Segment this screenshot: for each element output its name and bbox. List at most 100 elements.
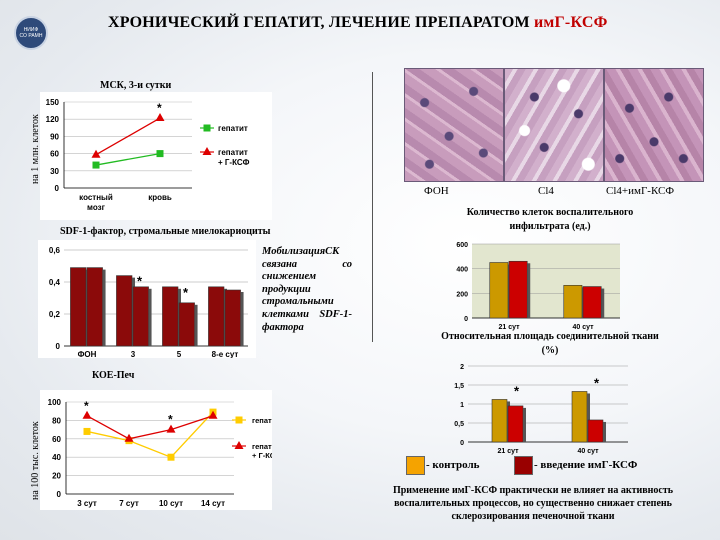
- bar: [178, 302, 195, 347]
- x-tick-label: 10 сут: [159, 499, 183, 508]
- photo-label-treated: Cl4+имГ-КСФ: [606, 185, 675, 197]
- bar-shadow: [527, 263, 531, 318]
- bar: [132, 286, 149, 347]
- x-tick-label: 3 сут: [77, 499, 97, 508]
- bar: [563, 285, 583, 319]
- y-tick-label: 80: [52, 416, 61, 425]
- bar: [70, 267, 87, 347]
- koe-plot: 0 20 40 60 80 100 3 сут 7 сут 10 сут 14 сут * * гепа…: [48, 398, 272, 508]
- infiltrate-chart: 0 200 400 600 21 сут 40 сут: [456, 242, 620, 331]
- y-tick-label: 120: [46, 115, 60, 124]
- bar: [507, 405, 524, 443]
- data-point: [155, 113, 165, 122]
- legend-label: + Г-КСФ: [218, 158, 250, 167]
- legend-marker: [234, 441, 244, 449]
- significance-marker: *: [137, 274, 143, 289]
- y-tick-label: 20: [52, 472, 61, 481]
- data-point: [91, 149, 101, 158]
- institute-logo: НИИФ СО РАМН: [14, 16, 48, 50]
- y-tick-label: 400: [456, 267, 468, 274]
- legend-label: + Г-КСФ: [252, 451, 272, 460]
- bar: [491, 399, 508, 443]
- mobilization-note: МобилизацияСК связана со снижением проду…: [262, 246, 352, 333]
- conclusion-text: Применение имГ-КСФ практически не влияет…: [392, 485, 674, 522]
- bar-shadow: [148, 288, 152, 346]
- data-point: [166, 424, 176, 433]
- data-point: [83, 427, 91, 435]
- bar-shadow: [601, 288, 605, 318]
- bar-shadow: [240, 292, 244, 346]
- column-divider: [372, 72, 373, 342]
- sdf-chart-title: SDF-1-фактор, стромальные миелокариоциты: [60, 226, 271, 237]
- significance-marker: *: [84, 399, 89, 413]
- y-tick-label: 0: [56, 342, 61, 351]
- legend-label: гепатит: [218, 148, 248, 157]
- x-tick-label: 40 сут: [577, 448, 599, 455]
- photo-label-cl4: Cl4: [538, 185, 554, 197]
- connective-chart-title: Относительная площадь соединительной тка…: [441, 331, 659, 356]
- significance-marker: *: [183, 285, 189, 300]
- bar: [587, 419, 604, 443]
- significance-marker: *: [168, 413, 173, 427]
- x-tick-label: 7 сут: [119, 499, 139, 508]
- bar: [208, 286, 225, 347]
- bar: [86, 267, 103, 347]
- x-tick-label: ФОН: [78, 350, 97, 358]
- connective-chart: 0 0,5 1 1,5 2 21 сут 40 сут * *: [454, 364, 628, 455]
- y-tick-label: 60: [50, 150, 59, 159]
- y-tick-label: 60: [52, 435, 61, 444]
- connective-plot: 0 0,5 1 1,5 2 21 сут 40 сут * *: [454, 364, 628, 455]
- title-drug: имГ-КСФ: [534, 14, 608, 31]
- y-tick-label: 0: [464, 316, 468, 323]
- x-tick-label: кровь: [148, 193, 172, 202]
- photo-label-background: ФОН: [424, 185, 449, 197]
- bar: [116, 275, 133, 347]
- y-tick-label: 2: [460, 364, 464, 371]
- x-tick-label: 21 сут: [498, 324, 520, 331]
- y-tick-label: 1,5: [454, 383, 464, 390]
- y-tick-label: 0,4: [49, 278, 61, 287]
- legend-label: гепатит: [218, 124, 248, 133]
- legend-marker: [235, 416, 243, 424]
- y-tick-label: 0: [55, 184, 60, 193]
- significance-marker: *: [514, 383, 520, 398]
- x-tick-label: 3: [131, 350, 136, 358]
- koe-chart-bg: [40, 390, 272, 510]
- bar-shadow: [194, 304, 198, 346]
- y-tick-label: 0,5: [454, 421, 464, 428]
- legend-marker: [203, 124, 211, 132]
- msk-chart-bg: [40, 92, 272, 220]
- series-line: [95, 152, 161, 166]
- data-point: [124, 433, 134, 442]
- x-tick-label: 8-е сут: [212, 350, 239, 358]
- bar-shadow: [603, 421, 606, 442]
- data-point: [82, 410, 92, 419]
- histology-photo-treated: [604, 68, 704, 182]
- data-point: [92, 161, 100, 169]
- y-tick-label: 0: [57, 490, 62, 499]
- title-main: ХРОНИЧЕСКИЙ ГЕПАТИТ, ЛЕЧЕНИЕ ПРЕПАРАТОМ: [108, 14, 535, 31]
- histology-photo-background: [404, 68, 504, 182]
- bar: [508, 260, 528, 319]
- x-tick-label: 40 сут: [572, 324, 594, 331]
- significance-marker: *: [594, 375, 600, 390]
- koe-chart-title: КОЕ-Печ: [92, 370, 135, 381]
- y-tick-label: 0,6: [49, 246, 61, 255]
- legend-swatch-control: [406, 456, 425, 475]
- series-line: [95, 117, 161, 156]
- y-tick-label: 40: [52, 453, 61, 462]
- sdf-plot: 0 0,2 0,4 0,6 ФОН 3 5 8-е сут * *: [49, 246, 248, 358]
- x-tick-label: 21 сут: [497, 448, 519, 455]
- infiltrate-plot: 0 200 400 600 21 сут 40 сут: [456, 242, 620, 331]
- y-tick-label: 90: [50, 132, 59, 141]
- data-point: [167, 453, 175, 461]
- x-tick-label: 5: [177, 350, 182, 358]
- page-title: ХРОНИЧЕСКИЙ ГЕПАТИТ, ЛЕЧЕНИЕ ПРЕПАРАТОМ …: [108, 14, 608, 32]
- legend-label: гепатит: [252, 416, 272, 425]
- legend-swatch-treated: [514, 456, 533, 475]
- y-tick-label: 30: [50, 167, 59, 176]
- x-tick-label: костный: [79, 193, 113, 202]
- bar: [489, 262, 509, 319]
